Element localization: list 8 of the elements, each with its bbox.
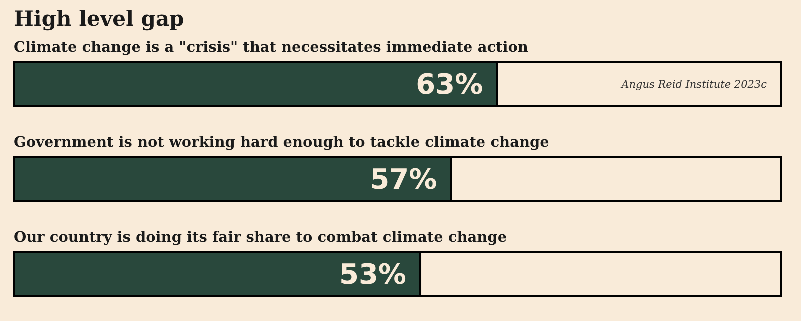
- annotation: Angus Reid Institute 2023c: [620, 79, 768, 91]
- data-label: 63%: [416, 68, 484, 101]
- data-label: 53%: [339, 258, 407, 291]
- y-tick-label: Government is not working hard enough to tackle climate change: [14, 134, 550, 151]
- chart-title: High level gap: [14, 6, 184, 31]
- y-tick-label: Climate change is a "crisis" that necessitates immediate action: [14, 39, 529, 56]
- y-tick-label: Our country is doing its fair share to combat climate change: [14, 229, 508, 246]
- data-label: 57%: [370, 163, 438, 196]
